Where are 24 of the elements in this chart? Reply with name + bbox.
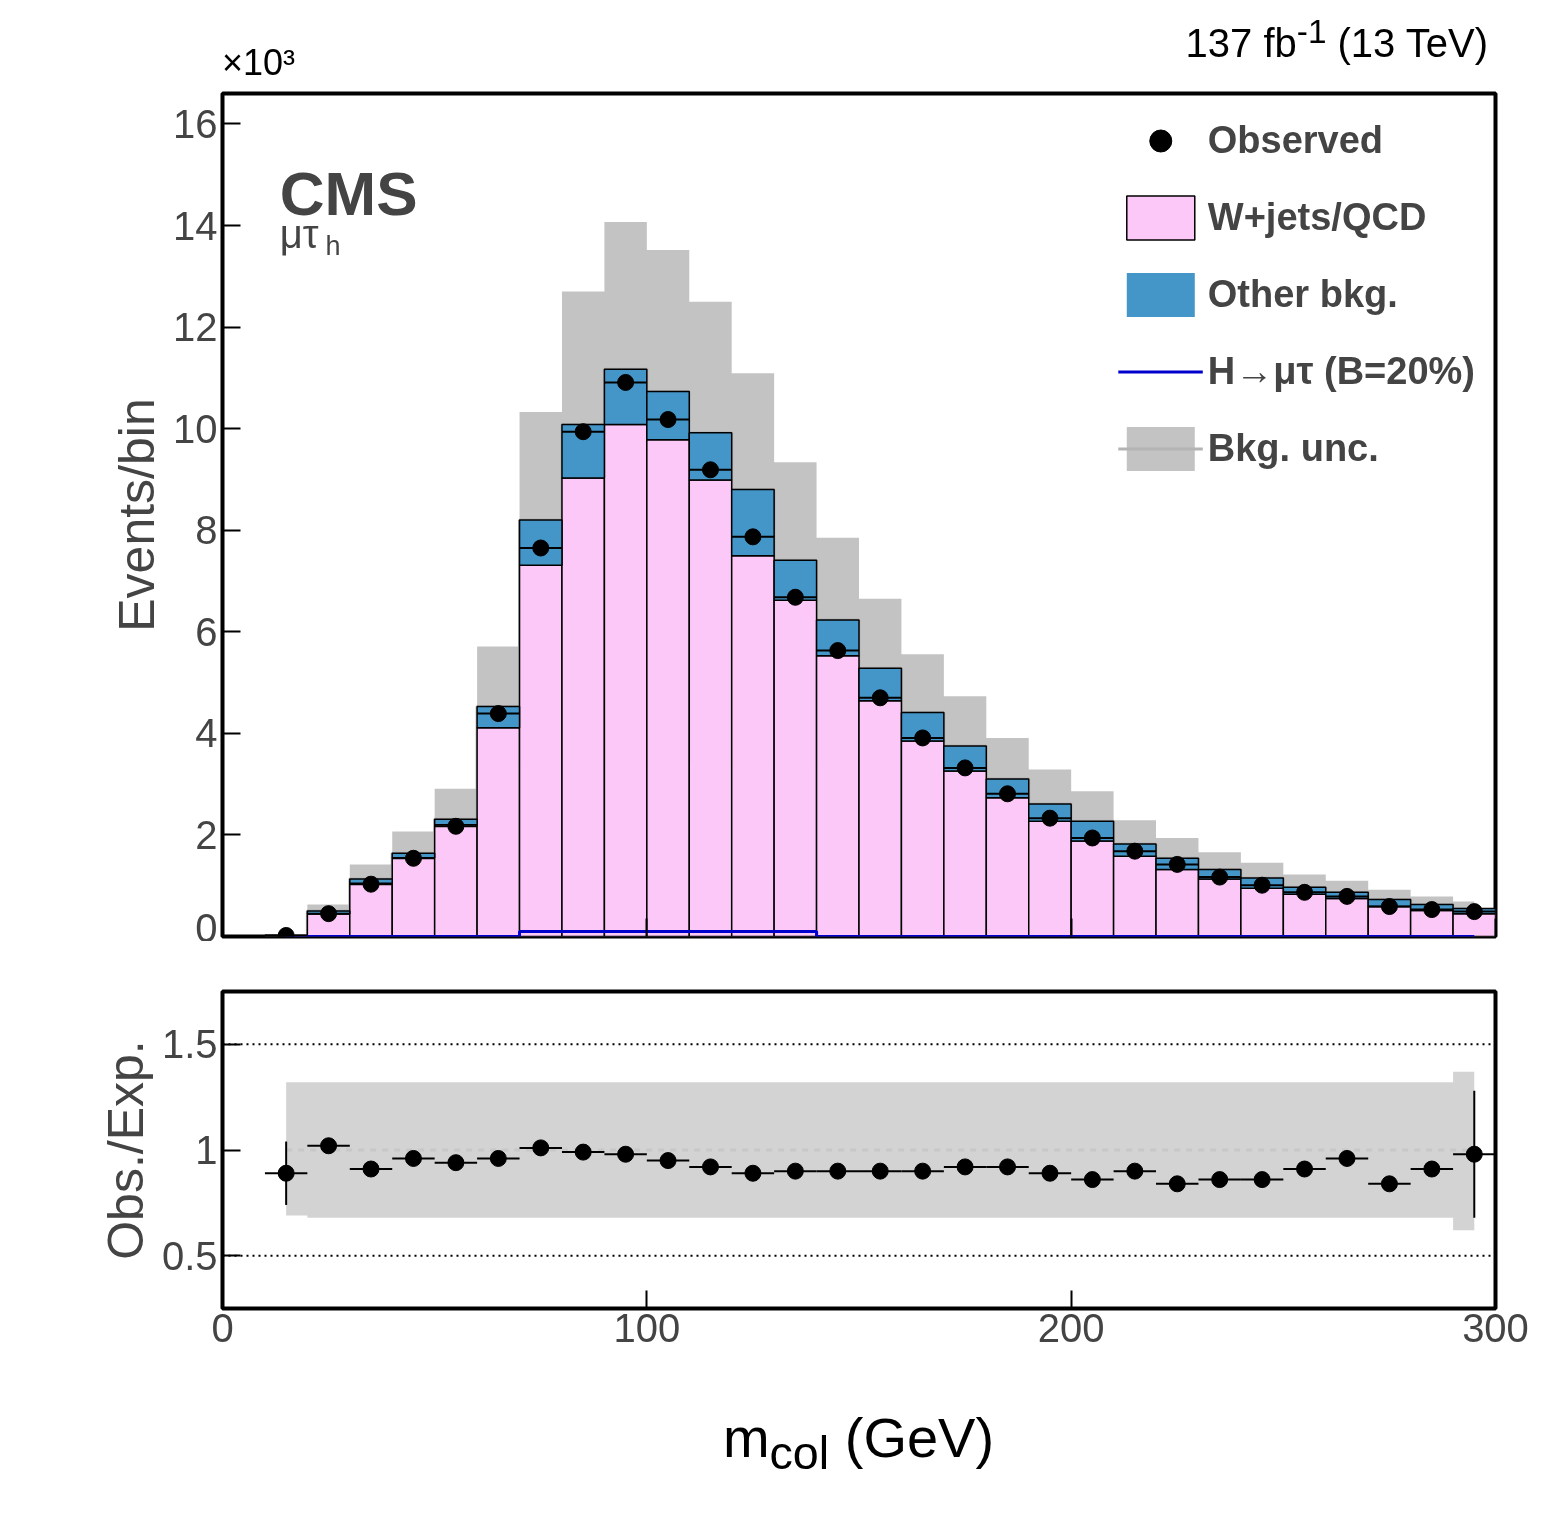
- x-tick-label: 100: [613, 1305, 681, 1350]
- y-tick-label: 16: [173, 101, 218, 146]
- legend-label: Other bkg.: [1207, 273, 1398, 316]
- y-tick-label: 10: [173, 406, 218, 451]
- y-tick-label: 1.5: [161, 1022, 218, 1067]
- text: ×10³: [222, 40, 296, 85]
- y-tick-label: 6: [195, 609, 218, 654]
- y-axis-title: Events/bin: [109, 398, 166, 632]
- legend-label: W+jets/QCD: [1207, 196, 1427, 239]
- legend-label: H→μτ (B=20%): [1207, 350, 1475, 393]
- y-tick-label: 8: [195, 508, 218, 553]
- x-tick-label: 300: [1462, 1305, 1529, 1350]
- y-tick-label: 12: [173, 305, 218, 350]
- text: 137 fb$^{-1}$ (13 TeV): [1185, 12, 1488, 68]
- y-tick-label: 2: [195, 812, 218, 857]
- y-tick-label: 0.5: [161, 1233, 218, 1278]
- y-axis-title: Obs./Exp.: [97, 1040, 154, 1260]
- legend-label: Bkg. unc.: [1207, 427, 1379, 470]
- legend-label: Observed: [1207, 119, 1384, 162]
- y-tick-label: 4: [195, 711, 218, 756]
- y-tick-label: 1: [195, 1128, 218, 1172]
- x-tick-label: 200: [1037, 1305, 1105, 1350]
- y-tick-label: 14: [173, 203, 218, 248]
- x-axis-title: m$_{col}$ (GeV): [721, 1405, 996, 1482]
